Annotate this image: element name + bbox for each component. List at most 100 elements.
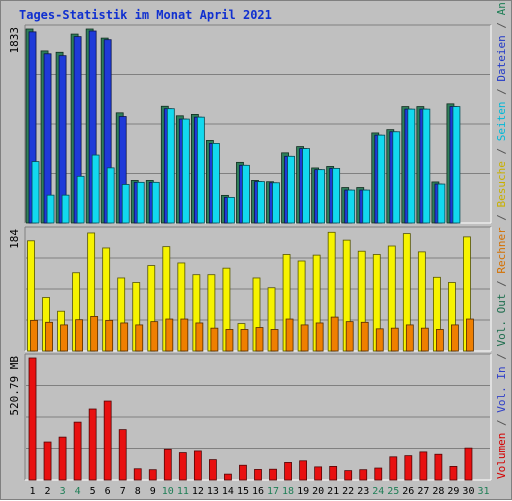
bar-mid-rechner-day-5: [90, 316, 99, 352]
x-axis-labels: 1 2 3 4 5 6 7 8 9 10 11 12 13 14 15 16 17 18 19 20 21 22 23 24 2…: [30, 486, 490, 497]
bar-top-seiten-day-25: [392, 131, 401, 224]
bar-top-seiten-day-24: [377, 134, 386, 224]
x-tick-label-day-25: 25: [387, 486, 399, 497]
x-tick-label-day-7: 7: [120, 486, 126, 497]
x-tick-label-day-17: 17: [267, 486, 279, 497]
legend-separator: /: [495, 214, 508, 227]
bar-top-seiten-day-22: [347, 189, 356, 224]
bar-mid-rechner-day-23: [360, 321, 369, 352]
bar-mid-rechner-day-27: [420, 327, 429, 352]
x-tick-label-day-18: 18: [282, 486, 294, 497]
panel-bot-y-max-label: 520.79 MB: [8, 356, 21, 416]
x-tick-label-day-24: 24: [372, 486, 384, 497]
panel-top-y-max-label: 1833: [8, 27, 21, 54]
bar-top-seiten-day-14: [227, 196, 235, 224]
x-tick-label-day-4: 4: [75, 486, 81, 497]
bar-top-seiten-day-2: [46, 194, 55, 224]
legend-item-rechner: Rechner: [495, 227, 508, 280]
bar-mid-rechner-day-21: [330, 316, 339, 352]
bar-top-seiten-day-29: [452, 106, 461, 224]
bar-bot-volumen-day-28: [434, 453, 443, 481]
bar-top-seiten-day-10: [166, 108, 175, 224]
bar-mid-rechner-day-10: [165, 318, 174, 352]
bar-mid-rechner-day-1: [30, 319, 38, 352]
bar-top-seiten-day-19: [302, 148, 311, 224]
bar-bot-volumen-day-23: [359, 469, 368, 481]
x-tick-label-day-5: 5: [90, 486, 96, 497]
bar-top-seiten-day-23: [362, 189, 371, 224]
x-tick-label-day-26: 26: [402, 486, 414, 497]
x-tick-label-day-1: 1: [30, 486, 36, 497]
bar-bot-volumen-day-14: [224, 473, 232, 481]
x-tick-label-day-28: 28: [432, 486, 444, 497]
x-tick-label-day-12: 12: [192, 486, 204, 497]
bar-bot-volumen-day-17: [269, 468, 277, 481]
bar-top-seiten-day-12: [196, 116, 205, 224]
bar-bot-volumen-day-26: [404, 455, 413, 481]
bar-bot-volumen-day-29: [449, 466, 458, 481]
bar-bot-volumen-day-20: [314, 466, 323, 481]
x-tick-label-day-23: 23: [357, 486, 369, 497]
x-tick-label-day-11: 11: [177, 486, 189, 497]
legend-item-vol-out: Vol. Out: [495, 294, 508, 354]
bar-mid-rechner-day-2: [45, 321, 53, 352]
bar-top-seiten-day-5: [91, 154, 100, 224]
bar-mid-rechner-day-9: [150, 321, 159, 352]
bar-bot-volumen-day-13: [208, 459, 217, 481]
bar-bot-volumen-day-2: [43, 441, 52, 481]
x-tick-label-day-21: 21: [327, 486, 339, 497]
legend-text: Volumen / Vol. In / Vol. Out / Rechner /…: [495, 1, 508, 479]
legend-separator: /: [495, 22, 508, 35]
legend-separator: /: [495, 280, 508, 293]
legend-separator: /: [495, 419, 508, 432]
bar-top-seiten-day-21: [332, 167, 341, 224]
bar-bot-volumen-day-11: [178, 452, 187, 481]
legend: Volumen / Vol. In / Vol. Out / Rechner /…: [495, 1, 508, 479]
bar-bot-volumen-day-10: [163, 448, 172, 481]
x-tick-label-day-8: 8: [135, 486, 141, 497]
bar-top-seiten-day-15: [242, 164, 250, 224]
bar-bot-volumen-day-22: [344, 470, 353, 481]
bar-bot-volumen-day-1: [28, 357, 37, 481]
bar-bot-volumen-day-27: [419, 451, 428, 481]
bar-mid-rechner-day-14: [225, 329, 234, 352]
x-tick-label-day-15: 15: [237, 486, 249, 497]
bar-top-seiten-day-13: [211, 143, 220, 224]
bar-bot-volumen-day-12: [193, 450, 202, 481]
bar-top-seiten-day-28: [437, 183, 446, 224]
bar-mid-rechner-day-16: [255, 327, 264, 352]
bar-bot-volumen-day-8: [133, 468, 142, 481]
panel-mid-y-max-label: 184: [8, 229, 21, 249]
x-tick-label-day-10: 10: [162, 486, 174, 497]
x-tick-label-day-9: 9: [150, 486, 156, 497]
bar-mid-rechner-day-20: [315, 322, 324, 352]
bar-mid-rechner-day-8: [135, 324, 144, 352]
bar-bot-volumen-day-21: [329, 466, 338, 481]
x-tick-label-day-16: 16: [252, 486, 264, 497]
bar-top-seiten-day-9: [151, 181, 160, 224]
x-tick-label-day-29: 29: [447, 486, 459, 497]
bar-mid-rechner-day-12: [195, 322, 204, 352]
bar-mid-rechner-day-30: [466, 318, 474, 352]
bar-mid-rechner-day-19: [300, 324, 309, 352]
x-tick-label-day-14: 14: [222, 486, 234, 497]
bar-mid-rechner-day-17: [270, 329, 279, 352]
bar-mid-rechner-day-22: [345, 321, 354, 352]
x-tick-label-day-13: 13: [207, 486, 219, 497]
bar-mid-rechner-day-24: [375, 328, 384, 352]
bar-bot-volumen-day-3: [58, 436, 67, 481]
x-tick-label-day-2: 2: [45, 486, 51, 497]
bar-top-seiten-day-3: [61, 194, 70, 224]
bar-bot-volumen-day-15: [239, 464, 247, 481]
legend-item-volumen: Volumen: [495, 433, 508, 479]
bar-bot-volumen-day-6: [103, 400, 112, 481]
bar-mid-rechner-day-3: [60, 324, 68, 352]
bar-bot-volumen-day-9: [148, 469, 157, 481]
x-tick-label-day-3: 3: [60, 486, 66, 497]
bar-bot-volumen-day-5: [88, 408, 97, 481]
bar-mid-rechner-day-6: [105, 319, 114, 352]
bar-bot-volumen-day-25: [389, 456, 398, 481]
bar-mid-rechner-day-4: [75, 319, 84, 352]
